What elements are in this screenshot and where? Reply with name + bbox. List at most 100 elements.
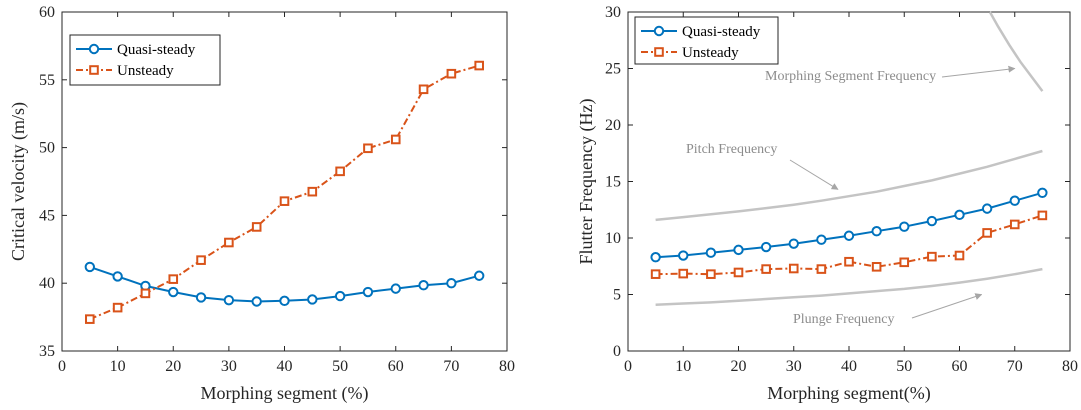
- y-tick-label: 25: [605, 61, 621, 78]
- x-tick-label: 10: [110, 358, 126, 375]
- unsteady-point: [168, 274, 179, 284]
- unsteady-point: [363, 143, 373, 154]
- unsteady-legend-marker: [89, 65, 99, 75]
- morphing-segment-frequency-arrow: [941, 65, 1016, 78]
- x-tick-label: 50: [332, 358, 348, 375]
- quasi-steady-point: [899, 221, 910, 232]
- unsteady-point: [678, 268, 689, 279]
- y-tick-label: 30: [605, 4, 621, 21]
- y-tick-label: 15: [605, 174, 621, 191]
- morphing-segment-frequency-label: Morphing Segment Frequency: [765, 69, 936, 84]
- plunge-frequency-arrow: [911, 293, 983, 319]
- quasi-steady-line: [655, 191, 1043, 259]
- x-tick-label: 20: [165, 358, 181, 375]
- unsteady-point: [474, 60, 484, 71]
- y-tick-label: 5: [613, 287, 621, 304]
- quasi-steady-point: [334, 290, 346, 302]
- x-tick-label: 0: [58, 358, 66, 375]
- unsteady-point: [650, 269, 661, 279]
- y-tick-label: 0: [613, 343, 621, 360]
- unsteady-line: [655, 214, 1043, 276]
- unsteady-point: [1009, 219, 1020, 230]
- y-tick-label: 45: [39, 207, 55, 224]
- x-tick-label: 30: [221, 358, 237, 375]
- legend-label: Quasi-steady: [117, 42, 196, 58]
- unsteady-point: [279, 196, 290, 206]
- quasi-steady-point: [418, 280, 429, 291]
- x-tick-label: 70: [443, 358, 459, 375]
- x-tick-label: 40: [277, 358, 293, 375]
- x-tick-label: 40: [841, 358, 857, 375]
- x-tick-label: 10: [675, 358, 691, 375]
- pitch-frequency-curve: [655, 149, 1043, 222]
- unsteady-point: [844, 256, 854, 267]
- quasi-steady-point: [760, 241, 772, 253]
- quasi-steady-point: [843, 230, 855, 241]
- y-tick-label: 55: [39, 72, 55, 89]
- unsteady-point: [335, 166, 345, 177]
- plunge-frequency-label: Plunge Frequency: [793, 312, 894, 327]
- unsteady-point: [224, 237, 234, 248]
- unsteady-point: [251, 222, 262, 232]
- y-axis-label: Flutter Frequency (Hz): [576, 99, 597, 265]
- unsteady-point: [982, 228, 992, 238]
- unsteady-legend-marker: [654, 47, 664, 57]
- x-tick-label: 60: [952, 358, 968, 375]
- x-tick-label: 50: [896, 358, 912, 375]
- quasi-steady-point: [788, 238, 799, 249]
- quasi-steady-point: [473, 270, 485, 281]
- unsteady-point: [871, 262, 882, 272]
- quasi-steady-point: [195, 292, 207, 303]
- legend: Quasi-steady Unsteady: [634, 16, 779, 65]
- quasi-steady-point: [981, 203, 993, 214]
- quasi-steady-point: [1009, 195, 1020, 206]
- x-tick-label: 0: [624, 358, 632, 375]
- unsteady-point: [112, 302, 123, 313]
- quasi-steady-point: [926, 215, 938, 227]
- critical-velocity-chart: 0 10 20 30 40 50 60 70 80 35 40 45 50 55 60 Morphing se…: [8, 4, 515, 404]
- quasi-steady-point: [223, 294, 235, 306]
- unsteady-point: [446, 68, 457, 79]
- quasi-steady-point: [168, 286, 179, 298]
- x-tick-label: 20: [731, 358, 747, 375]
- quasi-steady-point: [733, 244, 744, 256]
- quasi-steady-point: [112, 271, 123, 282]
- unsteady-point: [816, 264, 827, 274]
- pitch-frequency-label: Pitch Frequency: [686, 142, 777, 157]
- quasi-steady-point: [390, 283, 401, 294]
- x-tick-label: 80: [1062, 358, 1078, 375]
- unsteady-point: [1037, 210, 1048, 221]
- quasi-steady-point: [816, 234, 827, 245]
- x-tick-label: 80: [499, 358, 515, 375]
- y-tick-label: 20: [605, 117, 621, 134]
- plot-area: 0 10 20 30 40 50 60 70 80 0 5 10 15 20 25 30 Morphing se…: [576, 4, 1078, 404]
- unsteady-point: [954, 250, 965, 261]
- quasi-steady-point: [678, 250, 689, 261]
- unsteady-point: [418, 84, 429, 95]
- unsteady-point: [761, 264, 771, 274]
- quasi-steady-point: [84, 261, 96, 273]
- x-axis-label: Morphing segment (%): [201, 383, 369, 404]
- legend-label: Unsteady: [117, 63, 174, 79]
- quasi-steady-point: [362, 286, 374, 298]
- quasi-steady-point: [307, 294, 318, 305]
- legend-label: Quasi-steady: [682, 24, 761, 40]
- unsteady-point: [307, 186, 318, 197]
- plunge-frequency-curve: [655, 267, 1043, 306]
- x-tick-label: 60: [388, 358, 404, 375]
- legend-box: [69, 34, 221, 86]
- x-tick-label: 30: [786, 358, 802, 375]
- flutter-frequency-chart: 0 10 20 30 40 50 60 70 80 0 5 10 15 20 25 30 Morphing se…: [576, 4, 1078, 404]
- quasi-steady-point: [954, 209, 965, 221]
- y-tick-label: 10: [605, 230, 621, 247]
- morphing-segment-frequency-curve: [988, 11, 1044, 92]
- legend-label: Unsteady: [682, 45, 739, 61]
- y-axis-label: Critical velocity (m/s): [8, 102, 29, 261]
- quasi-steady-point: [871, 226, 882, 237]
- unsteady-point: [899, 257, 910, 268]
- quasi-steady-point: [251, 296, 262, 307]
- unsteady-point: [733, 267, 744, 278]
- unsteady-point: [788, 263, 799, 274]
- pitch-frequency-arrow: [789, 159, 839, 190]
